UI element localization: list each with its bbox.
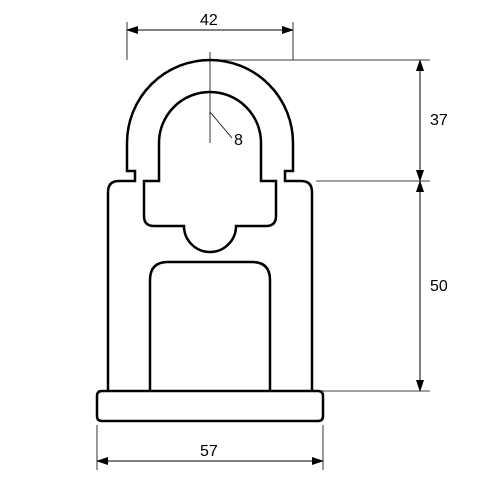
base-plate <box>97 391 323 421</box>
dim-shackle-width: 42 <box>200 12 218 29</box>
padlock-drawing: 42 37 50 57 8 <box>0 0 500 500</box>
dim-shackle-thickness: 8 <box>234 132 243 149</box>
dim-base-width: 57 <box>200 443 218 460</box>
leader-8 <box>210 112 232 138</box>
dim-body-height: 50 <box>430 278 448 295</box>
body-inner-window <box>150 262 270 391</box>
dim-shackle-height: 37 <box>430 112 448 129</box>
